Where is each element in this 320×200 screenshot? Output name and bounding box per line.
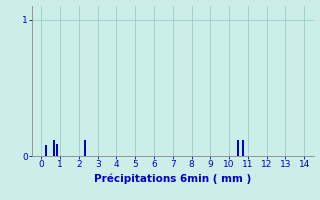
X-axis label: Précipitations 6min ( mm ): Précipitations 6min ( mm ) xyxy=(94,173,252,184)
Bar xyxy=(84,140,85,156)
Bar xyxy=(242,140,244,156)
Bar xyxy=(53,140,54,156)
Bar xyxy=(56,144,58,156)
Bar xyxy=(45,145,47,156)
Bar xyxy=(236,140,238,156)
